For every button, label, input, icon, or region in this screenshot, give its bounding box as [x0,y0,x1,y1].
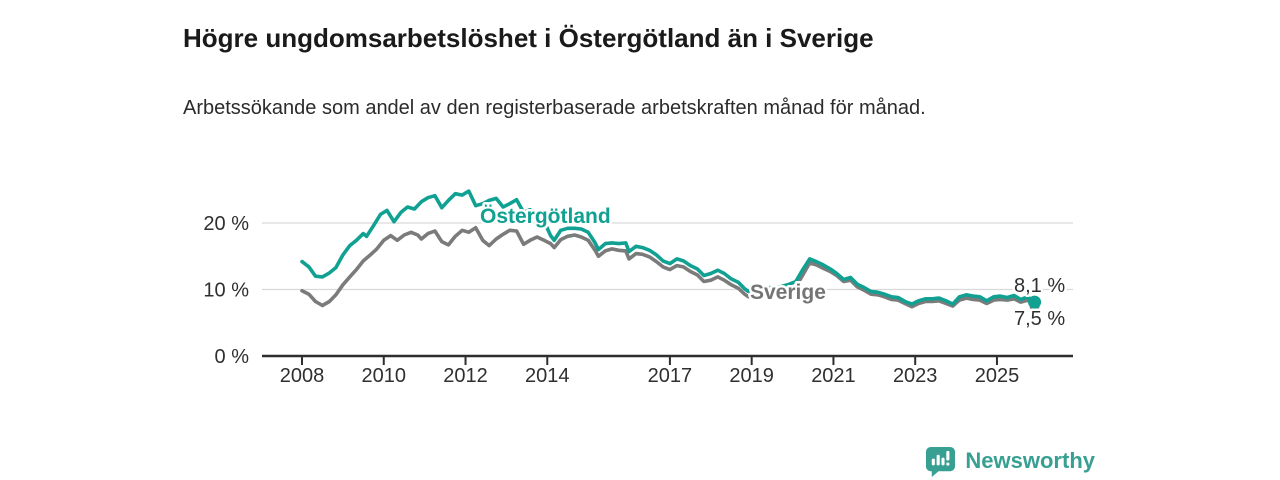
y-tick-label: 0 % [215,346,250,368]
sverige-line [300,225,1037,309]
ostergotland-line [300,189,1037,306]
x-tick-label: 2023 [893,365,938,387]
end-value-label-sverige: 7,5 % [1014,308,1065,330]
x-tick-label: 2025 [975,365,1020,387]
x-axis: 2008 2010 2012 2014 2017 2019 2021 2023 2025 [262,354,1073,387]
ostergotland-end-dot [1028,295,1042,309]
series-label-ostergotland: Östergötland [480,205,611,228]
x-tick-label: 2008 [280,365,325,387]
newsworthy-logo-text: Newsworthy [965,448,1095,473]
y-tick-label: 20 % [203,213,249,235]
series-label-sverige: Sverige [750,281,826,304]
end-value-label-ostergotland: 8,1 % [1014,275,1065,297]
x-tick-label: 2017 [648,365,693,387]
newsworthy-logo-icon [926,446,956,477]
series-lines [300,189,1042,312]
y-tick-label: 10 % [203,280,249,302]
y-axis-labels: 0 % 10 % 20 % [203,213,249,368]
gridlines [262,222,1073,291]
chart-subtitle: Arbetssökande som andel av den registerb… [183,97,926,119]
x-tick-label: 2021 [811,365,856,387]
page-title: Högre ungdomsarbetslöshet i Östergötland… [183,23,874,54]
x-tick-label: 2012 [443,365,488,387]
x-tick-label: 2019 [729,365,774,387]
newsworthy-branding: Newsworthy [925,444,1095,478]
x-tick-label: 2014 [525,365,570,387]
x-tick-label: 2010 [362,365,407,387]
